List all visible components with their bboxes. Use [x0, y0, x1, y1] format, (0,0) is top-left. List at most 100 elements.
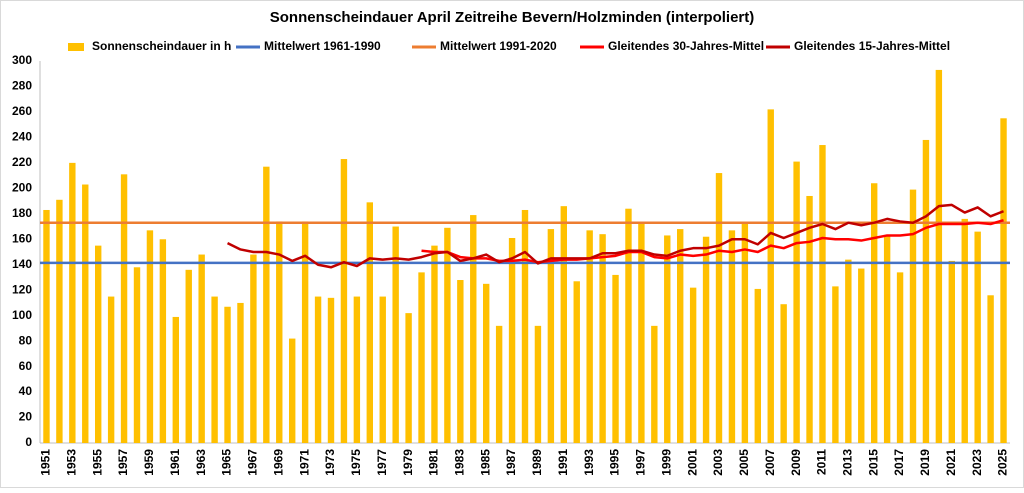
bar [146, 230, 154, 443]
bar [677, 229, 684, 443]
bar [172, 316, 179, 443]
x-tick-label: 2015 [866, 449, 880, 476]
bar [508, 237, 516, 443]
x-tick-label: 2003 [711, 449, 725, 476]
x-tick-label: 2021 [944, 449, 958, 476]
bar [702, 236, 710, 443]
x-tick-label: 2009 [789, 449, 803, 476]
x-tick-label: 2007 [763, 449, 777, 476]
bar [301, 221, 309, 443]
x-tick-label: 1993 [582, 449, 596, 476]
bar [276, 221, 283, 443]
x-tick-label: 2023 [970, 449, 984, 476]
y-tick-label: 40 [19, 384, 33, 398]
y-tick-label: 0 [25, 435, 32, 449]
bar [69, 162, 76, 443]
chart-title: Sonnenscheindauer April Zeitreihe Bevern… [270, 9, 755, 26]
x-tick-label: 1957 [116, 449, 130, 476]
bar [922, 139, 930, 444]
y-tick-label: 180 [12, 206, 32, 220]
bar [534, 325, 542, 443]
bar [948, 260, 955, 443]
bar [560, 206, 567, 443]
bar [793, 161, 800, 444]
bar [651, 325, 658, 443]
x-tick-label: 1971 [297, 449, 311, 476]
bar [224, 306, 231, 443]
bar [314, 296, 322, 443]
x-tick-label: 1967 [246, 449, 260, 476]
bar [612, 274, 619, 443]
x-tick-label: 1977 [375, 449, 389, 476]
bar [547, 229, 555, 443]
bar [858, 268, 865, 443]
bar [366, 202, 373, 443]
y-tick-label: 240 [12, 130, 32, 144]
bar [974, 231, 981, 443]
x-tick-label: 1951 [39, 449, 53, 476]
y-tick-label: 20 [19, 410, 33, 424]
bar [754, 288, 761, 443]
bar [418, 272, 425, 443]
x-tick-label: 1999 [659, 449, 673, 476]
bar [159, 239, 167, 443]
bar [340, 159, 348, 443]
bar [573, 281, 580, 443]
legend-label: Sonnenscheindauer in h [92, 39, 231, 53]
y-tick-label: 200 [12, 181, 32, 195]
bar [987, 295, 994, 443]
bar [82, 184, 89, 443]
bar [806, 195, 813, 443]
x-tick-label: 1969 [271, 449, 285, 476]
x-tick-label: 1983 [453, 449, 467, 476]
bar [741, 223, 749, 443]
bar [353, 296, 361, 443]
bar [327, 297, 335, 443]
bar [896, 272, 904, 443]
bar [599, 234, 606, 443]
bar [43, 209, 50, 443]
y-tick-label: 160 [12, 231, 32, 245]
y-tick-label: 60 [19, 359, 33, 373]
x-tick-label: 1985 [478, 449, 492, 476]
bar [95, 245, 102, 443]
bar [185, 269, 192, 443]
bar [107, 296, 115, 443]
y-tick-label: 100 [12, 308, 32, 322]
x-tick-label: 2019 [918, 449, 932, 476]
bar [289, 338, 296, 443]
y-tick-label: 280 [12, 79, 32, 93]
x-tick-label: 2017 [892, 449, 906, 476]
bar [909, 189, 917, 443]
x-tick-label: 1995 [608, 449, 622, 476]
y-tick-label: 300 [12, 53, 32, 67]
x-tick-label: 1963 [194, 449, 208, 476]
x-tick-label: 1965 [220, 449, 234, 476]
x-tick-label: 2005 [737, 449, 751, 476]
bar [935, 69, 943, 443]
x-tick-label: 1981 [427, 449, 441, 476]
bar [767, 109, 774, 444]
bar [845, 259, 852, 443]
bar [379, 296, 386, 443]
bar [664, 235, 671, 443]
x-tick-label: 2013 [841, 449, 855, 476]
bar [638, 223, 645, 443]
x-tick-label: 1989 [530, 449, 544, 476]
bar [871, 183, 878, 444]
x-tick-label: 1979 [401, 449, 415, 476]
y-tick-label: 140 [12, 257, 32, 271]
bar [211, 296, 218, 443]
bar [780, 304, 787, 443]
bar [483, 283, 490, 443]
y-tick-label: 260 [12, 104, 32, 118]
bar [133, 267, 141, 443]
x-tick-label: 1973 [323, 449, 337, 476]
x-tick-label: 1955 [90, 449, 104, 476]
moving-average-line [421, 218, 1004, 264]
bar [263, 166, 270, 444]
bar [586, 230, 593, 443]
bar [689, 287, 697, 443]
bar [470, 215, 477, 443]
